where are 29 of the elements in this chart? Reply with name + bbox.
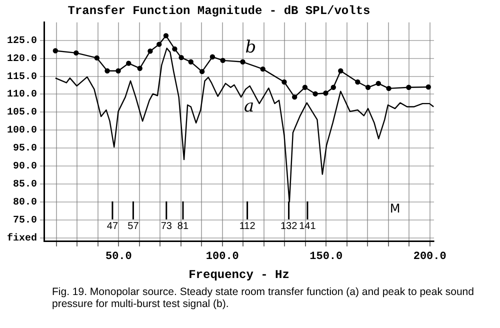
y-tick-label: 80.0 bbox=[12, 197, 38, 208]
ref-line-label: 47 bbox=[106, 221, 118, 232]
y-tick-label: 95.0 bbox=[12, 144, 38, 155]
y-tick-label: 75.0 bbox=[12, 215, 38, 226]
y-tick-label: 125.0 bbox=[6, 36, 38, 47]
ref-line-label: 141 bbox=[299, 221, 316, 232]
ref-line-label: 73 bbox=[160, 221, 172, 232]
y-tick-label: 120.0 bbox=[6, 54, 38, 65]
chart-title: Transfer Function Magnitude - dB SPL/volts bbox=[68, 4, 370, 18]
y-tick-label: 105.0 bbox=[6, 108, 38, 119]
x-axis-title: Frequency - Hz bbox=[188, 268, 290, 282]
ref-line-label: 57 bbox=[128, 221, 140, 232]
y-tick-label: 115.0 bbox=[6, 72, 38, 83]
y-tick-label: 85.0 bbox=[12, 179, 38, 190]
y-tick-label: 110.0 bbox=[6, 90, 38, 101]
annotation: M bbox=[390, 202, 400, 216]
caption: Fig. 19. Monopolar source. Steady state room transfer function (a) and peak to peak sound pressure for multi-burst test signal (b). bbox=[52, 286, 475, 310]
series-label: b bbox=[245, 37, 256, 58]
ref-line-label: 112 bbox=[239, 221, 256, 232]
series-label: a bbox=[244, 96, 254, 116]
x-tick-label: 150.0 bbox=[310, 250, 343, 263]
x-tick-label: 100.0 bbox=[206, 250, 239, 263]
ref-line-label: 81 bbox=[177, 221, 189, 232]
ref-line-label: 132 bbox=[280, 221, 298, 232]
x-tick-label: 50.0 bbox=[105, 250, 132, 263]
y-tick-label: fixed bbox=[6, 232, 38, 244]
y-tick-label: 90.0 bbox=[12, 162, 38, 173]
y-tick-label: 100.0 bbox=[6, 126, 38, 137]
x-tick-label: 200.0 bbox=[413, 250, 446, 263]
